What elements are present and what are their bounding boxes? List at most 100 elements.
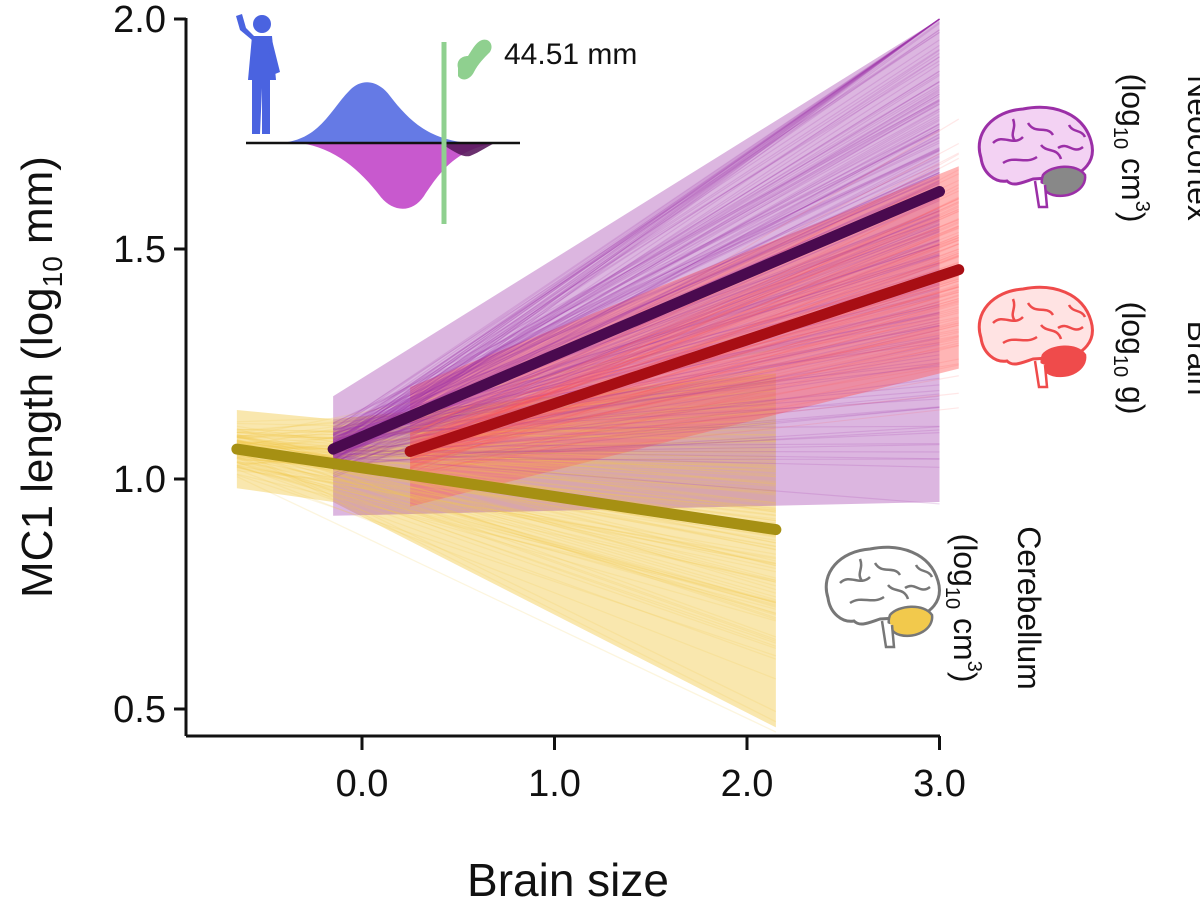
- sample-line-neocortex: [332, 103, 940, 442]
- sample-line-cerebellum: [236, 431, 776, 462]
- neocortex-unit: (log10 cm3): [1109, 74, 1153, 223]
- y-tick-label: 2.0: [113, 0, 166, 41]
- sample-line-neocortex: [332, 18, 940, 451]
- sample-line-cerebellum: [236, 448, 777, 713]
- sample-line-neocortex: [332, 29, 940, 453]
- sample-line-brain: [409, 184, 960, 460]
- sample-line-neocortex: [333, 365, 940, 436]
- sample-line-neocortex: [332, 220, 940, 464]
- sample-line-cerebellum: [236, 446, 776, 454]
- sample-line-cerebellum: [236, 441, 776, 506]
- sample-line-neocortex: [332, 95, 940, 437]
- sample-line-neocortex: [333, 452, 940, 468]
- brainstem-shape: [1033, 180, 1049, 209]
- sample-line-neocortex: [332, 100, 940, 443]
- sample-line-brain: [409, 239, 959, 469]
- sample-line-brain: [409, 210, 959, 454]
- brain-fold: [1067, 124, 1087, 138]
- sample-line-brain: [409, 324, 959, 465]
- inset-distribution: 44.51 mm: [236, 14, 637, 224]
- sample-line-neocortex: [332, 18, 940, 462]
- sample-line-cerebellum: [236, 390, 776, 431]
- sample-line-brain: [409, 289, 959, 469]
- sample-line-neocortex: [332, 169, 940, 432]
- sample-line-neocortex: [332, 74, 940, 457]
- sample-line-cerebellum: [236, 429, 776, 434]
- sample-line-cerebellum: [236, 369, 776, 446]
- sample-line-neocortex: [332, 22, 940, 468]
- neocortex-brain-icon: [977, 105, 1094, 209]
- sample-line-brain: [409, 227, 959, 450]
- y-axis-label-main: MC1 length (log: [13, 287, 62, 598]
- sample-line-neocortex: [332, 18, 940, 451]
- sample-line-brain: [410, 407, 959, 470]
- sample-line-neocortex: [332, 218, 940, 463]
- sample-line-cerebellum: [236, 441, 777, 615]
- sample-line-brain: [409, 142, 960, 436]
- sample-line-neocortex: [332, 18, 940, 440]
- sample-line-brain: [409, 312, 959, 451]
- sample-line-cerebellum: [236, 441, 776, 485]
- sample-line-neocortex: [332, 73, 940, 448]
- sample-line-brain: [409, 322, 959, 464]
- brain-fold: [1057, 144, 1084, 151]
- sample-line-neocortex: [332, 149, 940, 444]
- sample-line-neocortex: [333, 337, 940, 445]
- neocortex-label: Neocortex: [1181, 75, 1200, 221]
- sample-line-brain: [409, 222, 959, 454]
- brain-fold: [1040, 324, 1063, 340]
- sample-line-brain: [409, 206, 959, 458]
- cerebellum-shape: [1040, 165, 1087, 198]
- human-distribution: [280, 82, 470, 143]
- sample-line-brain: [409, 198, 960, 452]
- mean-regression-lines: [231, 186, 965, 536]
- sample-line-brain: [409, 286, 959, 457]
- cerebellum-label: Cerebellum: [1011, 526, 1047, 690]
- sample-line-brain: [409, 254, 959, 444]
- sample-line-neocortex: [332, 198, 940, 460]
- x-tick-label: 3.0: [913, 763, 966, 805]
- sample-line-neocortex: [332, 223, 940, 466]
- brain-fold: [992, 136, 1024, 144]
- sample-line-brain: [409, 331, 959, 459]
- brain-fold: [839, 576, 871, 584]
- neocortex-legend: Neocortex (log10 cm3): [977, 74, 1200, 223]
- sample-line-brain: [410, 330, 959, 430]
- sample-line-neocortex: [332, 18, 940, 458]
- sample-line-neocortex: [332, 118, 940, 444]
- sample-line-cerebellum: [236, 460, 777, 607]
- sample-line-cerebellum: [236, 441, 776, 476]
- x-axis-label: Brain size: [467, 854, 669, 903]
- brain-fold: [858, 558, 864, 582]
- sample-line-neocortex: [332, 81, 940, 442]
- brain-fold: [1067, 304, 1087, 318]
- sample-line-neocortex: [332, 214, 940, 463]
- sample-line-neocortex: [332, 226, 940, 467]
- sample-line-cerebellum: [236, 443, 776, 473]
- sample-line-neocortex: [332, 18, 940, 433]
- sample-line-neocortex: [332, 243, 940, 477]
- sample-line-brain: [409, 239, 959, 447]
- sample-line-cerebellum: [236, 466, 776, 559]
- sample-line-neocortex: [332, 123, 940, 440]
- sample-line-brain: [409, 239, 959, 441]
- sample-line-neocortex: [333, 334, 940, 447]
- sample-line-neocortex: [332, 163, 940, 436]
- sample-line-neocortex: [332, 99, 940, 434]
- sample-line-cerebellum: [236, 441, 776, 448]
- sample-line-neocortex: [332, 49, 940, 461]
- sample-line-neocortex: [332, 210, 940, 458]
- sample-line-cerebellum: [236, 474, 777, 657]
- y-axis-label-tail: mm): [13, 156, 62, 256]
- sample-line-neocortex: [332, 18, 940, 454]
- sample-line-neocortex: [332, 240, 940, 458]
- y-axis-label-sub: 10: [37, 256, 68, 287]
- sample-line-neocortex: [332, 173, 940, 445]
- brain-legend: Brain (log10 g): [977, 285, 1200, 414]
- sample-line-cerebellum: [236, 454, 776, 541]
- sample-line-cerebellum: [236, 457, 777, 644]
- sample-line-cerebellum: [236, 440, 776, 455]
- sample-line-neocortex: [332, 172, 940, 428]
- sample-line-neocortex: [332, 18, 940, 444]
- sample-line-brain: [409, 300, 959, 460]
